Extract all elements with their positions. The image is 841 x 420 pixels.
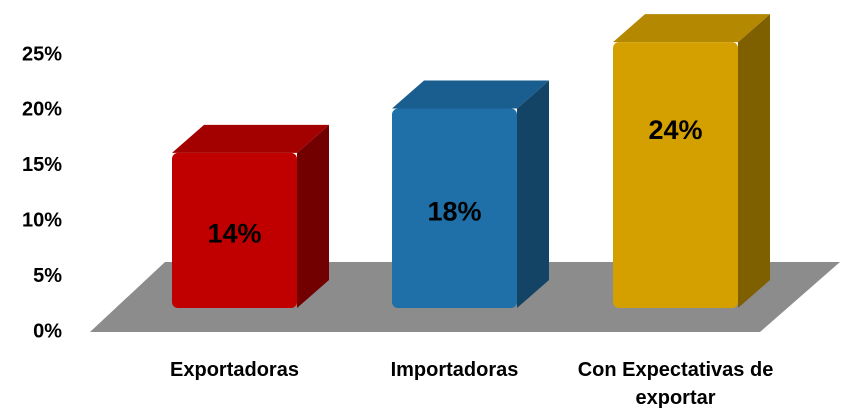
bar [613, 42, 738, 309]
bar-side [297, 124, 329, 308]
bar [172, 152, 297, 308]
y-tick-label: 20% [22, 99, 62, 121]
bar-top [613, 14, 770, 43]
bar-top [172, 124, 329, 153]
y-tick-label: 15% [22, 154, 62, 176]
bar-top [392, 80, 549, 109]
y-tick-label: 10% [22, 209, 62, 231]
bar-side [517, 80, 549, 308]
x-tick-label: Exportadoras [170, 359, 299, 381]
value-label: 18% [427, 196, 481, 226]
x-tick-label: Importadoras [390, 359, 519, 381]
bar-side [738, 14, 770, 309]
bar [392, 108, 517, 308]
y-tick-label: 0% [33, 320, 62, 342]
y-tick-label: 25% [22, 43, 62, 65]
value-label: 14% [207, 219, 261, 249]
x-tick-label: Con Expectativas de exportar [577, 359, 774, 409]
y-tick-label: 5% [33, 265, 62, 287]
value-label: 24% [648, 115, 702, 145]
